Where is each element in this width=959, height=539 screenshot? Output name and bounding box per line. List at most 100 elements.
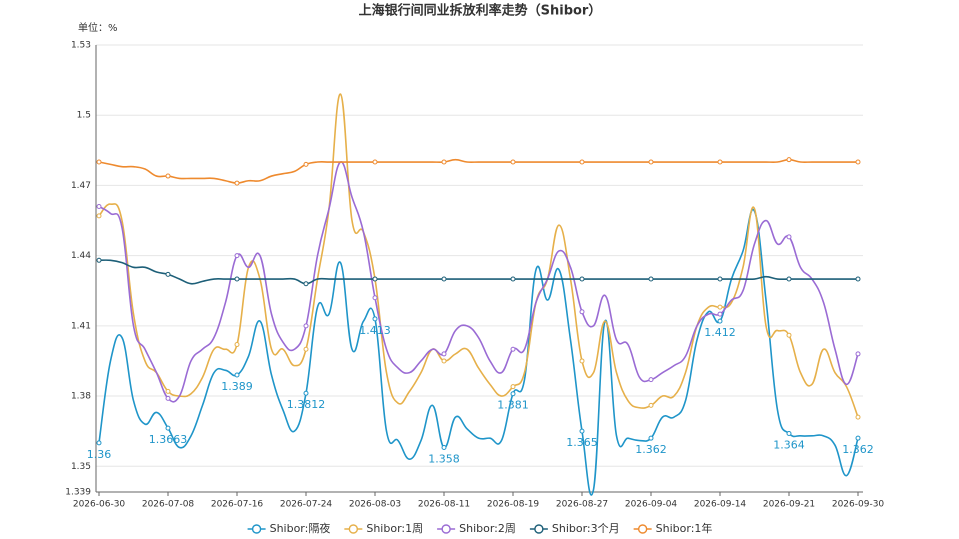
legend-label: Shibor:1年 xyxy=(656,521,713,535)
series-line xyxy=(98,158,858,184)
x-tick-label: 2026-07-24 xyxy=(280,500,333,510)
legend-label: Shibor:2周 xyxy=(459,522,516,535)
point-marker xyxy=(579,428,585,434)
data-label: 1.3663 xyxy=(149,433,188,446)
point-marker xyxy=(510,346,516,352)
point-marker xyxy=(441,358,447,364)
point-marker xyxy=(372,276,378,282)
point-marker xyxy=(648,435,654,441)
point-marker xyxy=(234,372,240,378)
point-marker xyxy=(786,157,792,163)
point-marker xyxy=(234,253,240,259)
legend-label: Shibor:1周 xyxy=(366,522,423,535)
point-marker xyxy=(648,276,654,282)
point-marker xyxy=(510,384,516,390)
point-marker xyxy=(855,414,861,420)
data-label: 1.3812 xyxy=(287,398,326,411)
point-marker xyxy=(165,173,171,179)
y-tick-label: 1.53 xyxy=(71,41,91,51)
y-tick-label: 1.47 xyxy=(71,181,91,191)
point-marker xyxy=(648,402,654,408)
point-marker xyxy=(579,309,585,315)
legend-label: Shibor:隔夜 xyxy=(270,521,331,535)
point-marker xyxy=(372,316,378,322)
x-tick-label: 2026-08-03 xyxy=(349,500,401,510)
point-marker xyxy=(303,281,309,287)
data-label: 1.362 xyxy=(842,443,874,456)
point-marker xyxy=(234,342,240,348)
y-tick-label: 1.5 xyxy=(77,111,91,121)
y-tick-label: 1.38 xyxy=(71,392,91,402)
x-tick-label: 2026-09-04 xyxy=(625,500,678,510)
data-label: 1.381 xyxy=(497,399,529,412)
point-marker xyxy=(786,234,792,240)
point-marker xyxy=(579,358,585,364)
x-tick-label: 2026-09-30 xyxy=(832,500,885,510)
y-tick-label: 1.44 xyxy=(71,251,91,261)
data-label: 1.413 xyxy=(359,324,391,337)
x-tick-label: 2026-07-16 xyxy=(211,500,264,510)
point-marker xyxy=(165,271,171,277)
series-line xyxy=(98,259,858,285)
x-tick-label: 2026-08-11 xyxy=(418,500,470,510)
point-marker xyxy=(855,276,861,282)
point-marker xyxy=(717,276,723,282)
legend-icon xyxy=(251,524,262,534)
point-marker xyxy=(303,390,309,396)
y-unit-label: 单位：% xyxy=(78,21,118,34)
point-marker xyxy=(510,159,516,165)
point-marker xyxy=(303,161,309,167)
point-marker xyxy=(786,276,792,282)
series-line xyxy=(98,93,859,418)
legend-icon xyxy=(534,524,544,534)
point-marker xyxy=(234,180,240,186)
point-marker xyxy=(717,159,723,165)
chart-title: 上海银行间同业拆放利率走势（Shibor） xyxy=(359,3,602,19)
legend-icon xyxy=(637,524,648,534)
y-tick-label: 1.41 xyxy=(71,321,91,331)
point-marker xyxy=(579,276,585,282)
point-marker xyxy=(303,323,309,329)
point-marker xyxy=(648,159,654,165)
point-marker xyxy=(441,351,447,357)
point-marker xyxy=(96,159,102,165)
point-marker xyxy=(510,391,516,397)
point-marker xyxy=(165,425,171,431)
x-tick-label: 2026-08-19 xyxy=(487,500,540,510)
series-line xyxy=(98,161,859,403)
point-marker xyxy=(441,276,447,282)
legend-label: Shibor:3个月 xyxy=(552,522,620,535)
data-label: 1.412 xyxy=(704,326,736,339)
legend-icon xyxy=(348,524,359,534)
point-marker xyxy=(786,430,792,436)
point-marker xyxy=(165,388,171,394)
legend: Shibor:隔夜 Shibor:1周 Shibor:2周 Shibor:3个月 Shi… xyxy=(247,521,713,535)
point-marker xyxy=(441,445,447,451)
x-tick-label: 2026-07-08 xyxy=(142,500,195,510)
data-label: 1.362 xyxy=(635,443,667,456)
point-marker xyxy=(234,276,240,282)
point-marker xyxy=(717,318,723,324)
x-tick-label: 2026-08-27 xyxy=(556,500,608,510)
point-marker xyxy=(372,295,378,301)
data-label: 1.36 xyxy=(87,448,112,461)
point-marker xyxy=(96,257,102,263)
point-marker xyxy=(648,377,654,383)
x-tick-label: 2026-09-21 xyxy=(763,500,815,510)
point-marker xyxy=(579,159,585,165)
point-marker xyxy=(96,213,102,219)
point-marker xyxy=(717,311,723,317)
x-tick-label: 2026-06-30 xyxy=(73,500,126,510)
legend-icon xyxy=(441,524,451,534)
point-marker xyxy=(96,203,102,209)
point-marker xyxy=(786,332,792,338)
point-marker xyxy=(855,351,861,357)
point-marker xyxy=(441,159,447,165)
data-label: 1.364 xyxy=(773,438,805,451)
data-label: 1.358 xyxy=(428,453,460,466)
data-label: 1.389 xyxy=(221,380,253,393)
x-tick-label: 2026-09-14 xyxy=(694,500,747,510)
point-marker xyxy=(855,159,861,165)
point-marker xyxy=(96,440,102,446)
